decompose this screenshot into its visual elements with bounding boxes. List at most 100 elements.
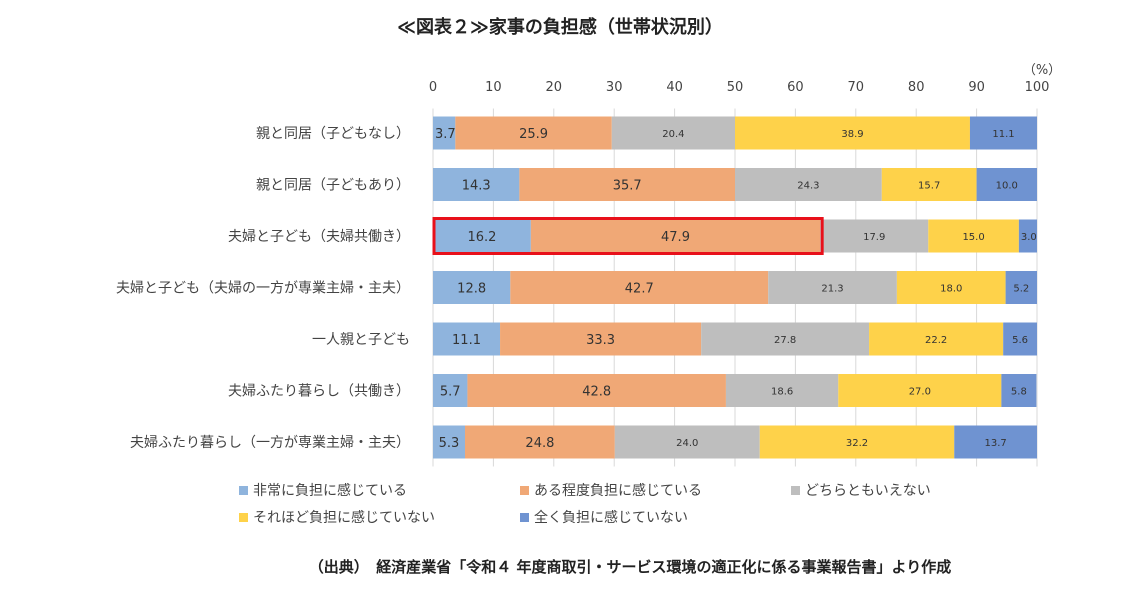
source-note: （出典） 経済産業省「令和４ 年度商取引・サービス環境の適正化に係る事業報告書」… bbox=[309, 558, 951, 576]
x-tick-label: 60 bbox=[787, 80, 804, 95]
data-label: 35.7 bbox=[613, 179, 642, 194]
x-tick-label: 40 bbox=[666, 80, 683, 95]
bar-segment bbox=[530, 219, 821, 253]
category-label: 夫婦ふたり暮らし（共働き） bbox=[228, 383, 410, 400]
data-label: 3.7 bbox=[435, 127, 456, 142]
bar-segment bbox=[976, 168, 1037, 201]
highlight bbox=[432, 217, 824, 255]
bar-segment bbox=[1005, 271, 1037, 304]
data-label: 24.8 bbox=[525, 436, 554, 451]
x-tick-label: 80 bbox=[908, 80, 925, 95]
category-label: 夫婦と子ども（夫婦共働き） bbox=[228, 228, 410, 245]
data-label: 33.3 bbox=[586, 333, 615, 348]
data-label: 13.7 bbox=[984, 438, 1006, 449]
legend: 非常に負担に感じている ある程度負担に感じている どちらともいえないそれほど負担に感… bbox=[239, 482, 931, 526]
data-label: 5.7 bbox=[440, 385, 461, 400]
data-labels: 3.7 25.9 20.4 38.9 11.1 14.3 35.7 24.3 15.7 10.0 1… bbox=[435, 127, 1037, 451]
bars bbox=[433, 116, 1037, 459]
highlight-box bbox=[432, 217, 824, 255]
bar-segment bbox=[869, 322, 1004, 356]
data-label: 27.0 bbox=[909, 387, 931, 398]
bar-segment bbox=[954, 425, 1037, 459]
legend-label: どちらともいえない bbox=[805, 483, 931, 499]
x-tick-label: 50 bbox=[727, 80, 744, 95]
data-label: 5.8 bbox=[1011, 387, 1027, 398]
legend-swatch bbox=[239, 486, 248, 495]
category-label: 一人親と子ども bbox=[312, 332, 410, 348]
data-label: 47.9 bbox=[661, 230, 690, 245]
bar-segment bbox=[433, 168, 520, 201]
category-label: 親と同居（子どもあり） bbox=[256, 178, 410, 194]
bar-segment bbox=[433, 116, 456, 150]
unit-label: （%） bbox=[1023, 63, 1061, 78]
bar-segment bbox=[433, 322, 501, 356]
data-label: 10.0 bbox=[996, 181, 1018, 192]
data-label: 24.0 bbox=[676, 438, 698, 449]
data-label: 11.1 bbox=[992, 129, 1014, 140]
data-label: 20.4 bbox=[662, 129, 684, 140]
bar-segment bbox=[433, 271, 511, 304]
bar-segment bbox=[467, 374, 726, 407]
legend-swatch bbox=[239, 513, 248, 522]
legend-label: それほど負担に感じていない bbox=[253, 509, 435, 526]
category-label: 夫婦と子ども（夫婦の一方が専業主婦・主夫） bbox=[116, 280, 410, 297]
bar-segment bbox=[611, 116, 735, 150]
data-label: 24.3 bbox=[797, 181, 819, 192]
bar-segment bbox=[896, 271, 1006, 304]
x-axis-ticks: 0 10 20 30 40 50 60 70 80 90 100 bbox=[429, 80, 1050, 95]
data-label: 22.2 bbox=[925, 335, 947, 346]
data-label: 32.2 bbox=[846, 438, 868, 449]
bar-segment bbox=[519, 168, 735, 201]
bar-segment bbox=[433, 374, 468, 407]
legend-label: ある程度負担に感じている bbox=[534, 482, 702, 499]
data-label: 3.0 bbox=[1021, 232, 1037, 243]
data-label: 38.9 bbox=[841, 129, 863, 140]
data-label: 42.7 bbox=[625, 282, 654, 297]
data-label: 42.8 bbox=[582, 385, 611, 400]
bar-segment bbox=[881, 168, 977, 201]
chart-title: ≪図表２≫家事の負担感（世帯状況別） bbox=[397, 16, 723, 38]
bar-segment bbox=[433, 219, 531, 253]
bar-segment bbox=[928, 219, 1019, 253]
legend-label: 非常に負担に感じている bbox=[253, 482, 407, 499]
x-tick-label: 70 bbox=[848, 80, 865, 95]
data-label: 15.0 bbox=[962, 232, 984, 243]
legend-swatch bbox=[520, 486, 529, 495]
data-label: 18.6 bbox=[771, 387, 793, 398]
bar-segment bbox=[768, 271, 897, 304]
data-label: 14.3 bbox=[462, 179, 491, 194]
x-tick-label: 90 bbox=[968, 80, 985, 95]
bar-segment bbox=[759, 425, 955, 459]
data-label: 18.0 bbox=[940, 284, 962, 295]
data-label: 5.6 bbox=[1012, 335, 1028, 346]
bar-segment bbox=[1018, 219, 1037, 253]
category-label: 夫婦ふたり暮らし（一方が専業主婦・主夫） bbox=[130, 434, 410, 451]
data-label: 21.3 bbox=[821, 284, 843, 295]
x-tick-label: 10 bbox=[485, 80, 502, 95]
data-label: 16.2 bbox=[467, 230, 496, 245]
bar-segment bbox=[510, 271, 769, 304]
category-labels: 親と同居（子どもなし） 親と同居（子どもあり） 夫婦と子ども（夫婦共働き） 夫婦と子ど… bbox=[116, 126, 410, 451]
bar-segment bbox=[614, 425, 760, 459]
bar-segment bbox=[1003, 322, 1037, 356]
bar-segment bbox=[735, 168, 882, 201]
data-label: 5.2 bbox=[1013, 284, 1029, 295]
legend-label: 全く負担に感じていない bbox=[534, 509, 688, 526]
bar-segment bbox=[725, 374, 839, 407]
data-label: 12.8 bbox=[457, 282, 486, 297]
data-label: 25.9 bbox=[519, 127, 548, 142]
data-label: 5.3 bbox=[439, 436, 460, 451]
bar-segment bbox=[701, 322, 870, 356]
data-label: 17.9 bbox=[863, 232, 885, 243]
x-tick-label: 0 bbox=[429, 80, 437, 95]
bar-segment bbox=[500, 322, 702, 356]
x-tick-label: 30 bbox=[606, 80, 623, 95]
legend-swatch bbox=[520, 513, 529, 522]
bar-segment bbox=[735, 116, 970, 150]
bar-segment bbox=[969, 116, 1037, 150]
data-label: 15.7 bbox=[918, 181, 940, 192]
data-label: 27.8 bbox=[774, 335, 796, 346]
bar-segment bbox=[838, 374, 1002, 407]
bar-segment bbox=[455, 116, 612, 150]
